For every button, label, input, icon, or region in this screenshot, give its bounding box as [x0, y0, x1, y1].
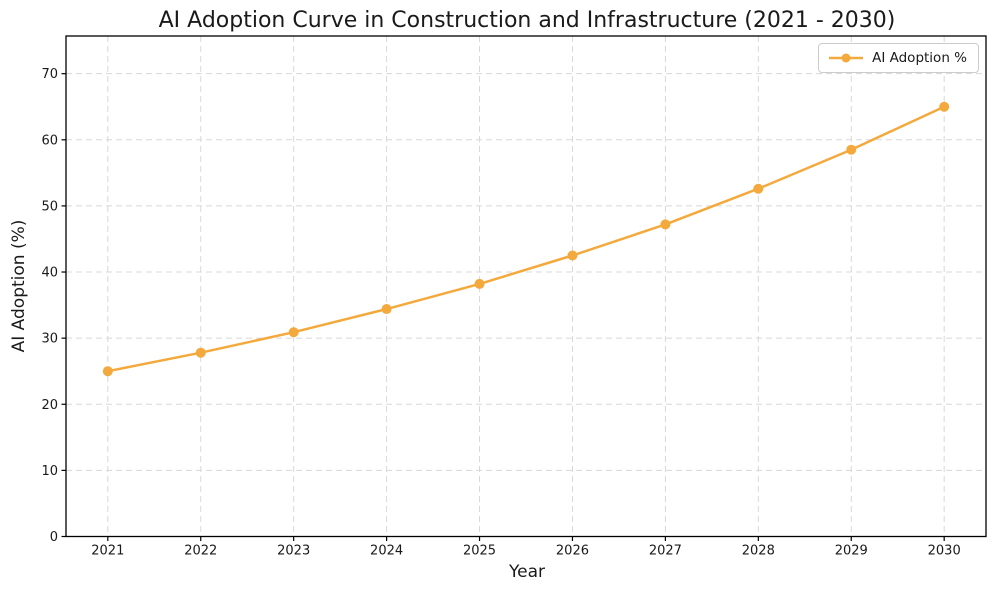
- plot-border: [65, 35, 987, 538]
- y-tick-label: 50: [41, 199, 58, 214]
- data-point: [567, 250, 578, 261]
- y-tick-label: 70: [41, 67, 58, 82]
- data-point: [660, 219, 671, 230]
- x-tick-label: 2028: [742, 544, 775, 559]
- x-tick-label: 2024: [370, 544, 403, 559]
- legend-label: AI Adoption %: [872, 50, 967, 66]
- data-point: [846, 144, 857, 155]
- data-point: [288, 327, 299, 338]
- legend: AI Adoption %: [818, 43, 979, 73]
- y-tick-label: 10: [41, 464, 58, 479]
- grid-lines: [66, 36, 986, 537]
- x-axis-label: Year: [509, 562, 545, 582]
- y-tick-label: 0: [50, 530, 58, 545]
- data-point: [102, 366, 113, 377]
- x-tick-label: 2025: [463, 544, 496, 559]
- axis-ticks: [61, 73, 945, 541]
- x-tick-label: 2030: [928, 544, 961, 559]
- chart-title: AI Adoption Curve in Construction and In…: [158, 8, 896, 33]
- x-tick-label: 2022: [184, 544, 217, 559]
- series-line: [106, 105, 946, 373]
- tick-labels: 2021 2022 2023 2024 2025 2026 2027 2028 2029 2030…: [41, 67, 960, 558]
- x-tick-label: 2029: [835, 544, 868, 559]
- y-tick-label: 60: [41, 133, 58, 148]
- y-tick-label: 40: [41, 266, 58, 281]
- x-tick-label: 2027: [649, 544, 682, 559]
- data-point: [381, 304, 392, 315]
- data-point: [195, 347, 206, 358]
- x-tick-label: 2023: [277, 544, 310, 559]
- y-tick-label: 30: [41, 332, 58, 347]
- x-tick-label: 2021: [91, 544, 124, 559]
- series-markers: [102, 101, 950, 377]
- legend-line-marker-icon: [829, 53, 864, 63]
- data-point: [753, 183, 764, 194]
- x-tick-label: 2026: [556, 544, 589, 559]
- y-tick-label: 20: [41, 398, 58, 413]
- data-point: [939, 101, 950, 112]
- data-point: [474, 278, 485, 289]
